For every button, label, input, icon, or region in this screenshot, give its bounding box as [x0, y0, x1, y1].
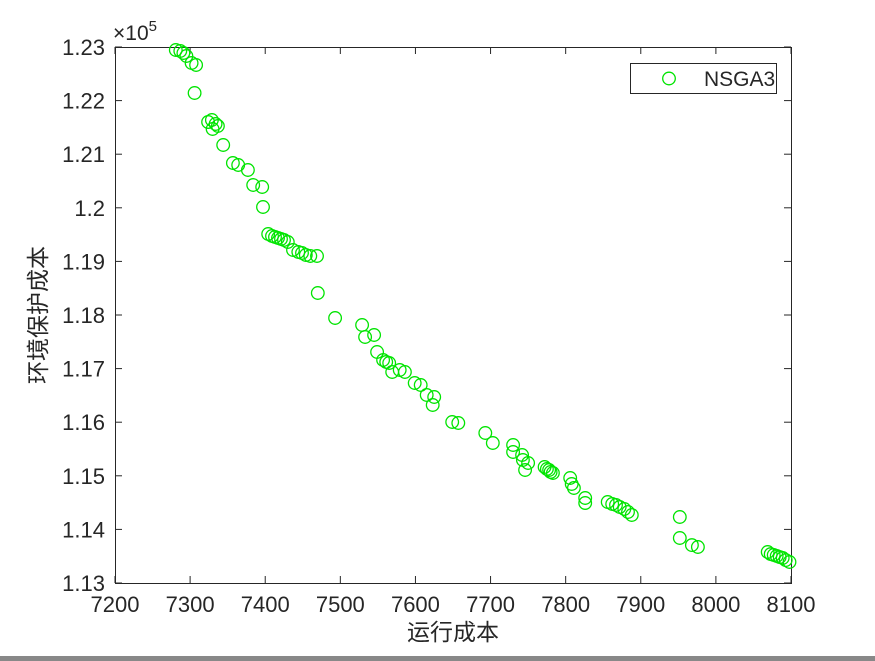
- y-tick-label: 1.16: [62, 410, 105, 435]
- legend-box: [630, 63, 777, 94]
- data-point-marker: [621, 505, 635, 519]
- data-point-marker: [216, 138, 231, 152]
- data-point-marker: [298, 248, 313, 262]
- data-point-marker: [518, 463, 533, 477]
- x-tick-label: 7900: [616, 592, 665, 617]
- x-tick-label: 7300: [166, 592, 215, 617]
- data-point-marker: [478, 426, 493, 440]
- data-point-marker: [246, 178, 261, 192]
- data-point-marker: [256, 200, 270, 214]
- data-point-marker: [672, 510, 687, 524]
- data-point-marker: [782, 555, 797, 569]
- data-point-marker: [210, 119, 225, 133]
- data-point-marker: [566, 481, 581, 495]
- data-point-marker: [485, 436, 500, 450]
- y-tick-label: 1.18: [62, 303, 105, 328]
- x-tick-label: 7700: [466, 592, 515, 617]
- data-point-marker: [168, 43, 183, 57]
- data-point-marker: [775, 551, 790, 565]
- y-axis-label: 环境保护成本: [26, 246, 51, 384]
- data-point-marker: [545, 466, 560, 480]
- x-tick-label: 8000: [691, 592, 740, 617]
- data-point-marker: [358, 330, 373, 344]
- y-tick-label: 1.21: [62, 142, 105, 167]
- data-point-marker: [542, 463, 557, 477]
- data-point-marker: [506, 438, 521, 452]
- data-point-marker: [255, 180, 270, 194]
- y-tick-label: 1.15: [62, 464, 105, 489]
- data-point-marker: [187, 86, 202, 100]
- data-point-marker: [427, 390, 442, 404]
- y-tick-label: 1.13: [62, 571, 105, 596]
- data-point-marker: [179, 49, 194, 63]
- legend-marker-icon: [662, 71, 676, 86]
- data-point-marker: [521, 456, 536, 470]
- series-nsga3: [168, 43, 797, 569]
- data-point-marker: [176, 46, 191, 60]
- data-point-marker: [506, 445, 521, 459]
- y-tick-label: 1.17: [62, 357, 105, 382]
- data-point-marker: [240, 163, 255, 177]
- y-tick-label: 1.22: [62, 89, 105, 114]
- data-point-marker: [672, 531, 687, 545]
- y-tick-label: 1.23: [62, 35, 105, 60]
- data-point-marker: [419, 388, 434, 402]
- data-point-marker: [563, 471, 578, 485]
- data-point-marker: [397, 365, 412, 379]
- data-point-marker: [445, 415, 460, 429]
- y-tick-label: 1.19: [62, 249, 105, 274]
- data-point-marker: [382, 356, 397, 370]
- data-point-marker: [280, 235, 295, 249]
- x-tick-label: 7600: [391, 592, 440, 617]
- x-tick-label: 8100: [767, 592, 816, 617]
- y-tick-label: 1.14: [62, 517, 105, 542]
- data-point-marker: [684, 538, 699, 553]
- data-point-marker: [367, 328, 382, 342]
- data-point-marker: [189, 58, 204, 72]
- x-tick-label: 7500: [316, 592, 365, 617]
- data-point-marker: [690, 540, 705, 554]
- data-point-marker: [451, 416, 466, 430]
- legend-label: NSGA3: [704, 68, 775, 91]
- data-point-marker: [578, 491, 593, 505]
- data-point-marker: [413, 378, 428, 392]
- x-tick-label: 7400: [241, 592, 290, 617]
- data-point-marker: [328, 311, 343, 325]
- y-tick-label: 1.2: [74, 196, 105, 221]
- data-point-marker: [578, 496, 593, 510]
- data-point-marker: [310, 286, 325, 300]
- data-point-marker: [303, 249, 318, 263]
- y-axis-exponent-label: ×105: [113, 18, 157, 45]
- x-tick-label: 7800: [541, 592, 590, 617]
- data-point-marker: [624, 508, 639, 522]
- data-point-marker: [310, 249, 324, 263]
- data-point-marker: [407, 376, 422, 390]
- x-axis-label: 运行成本: [407, 620, 499, 645]
- data-point-marker: [425, 398, 440, 412]
- legend: NSGA3: [630, 63, 777, 94]
- x-tick-label: 7200: [91, 592, 140, 617]
